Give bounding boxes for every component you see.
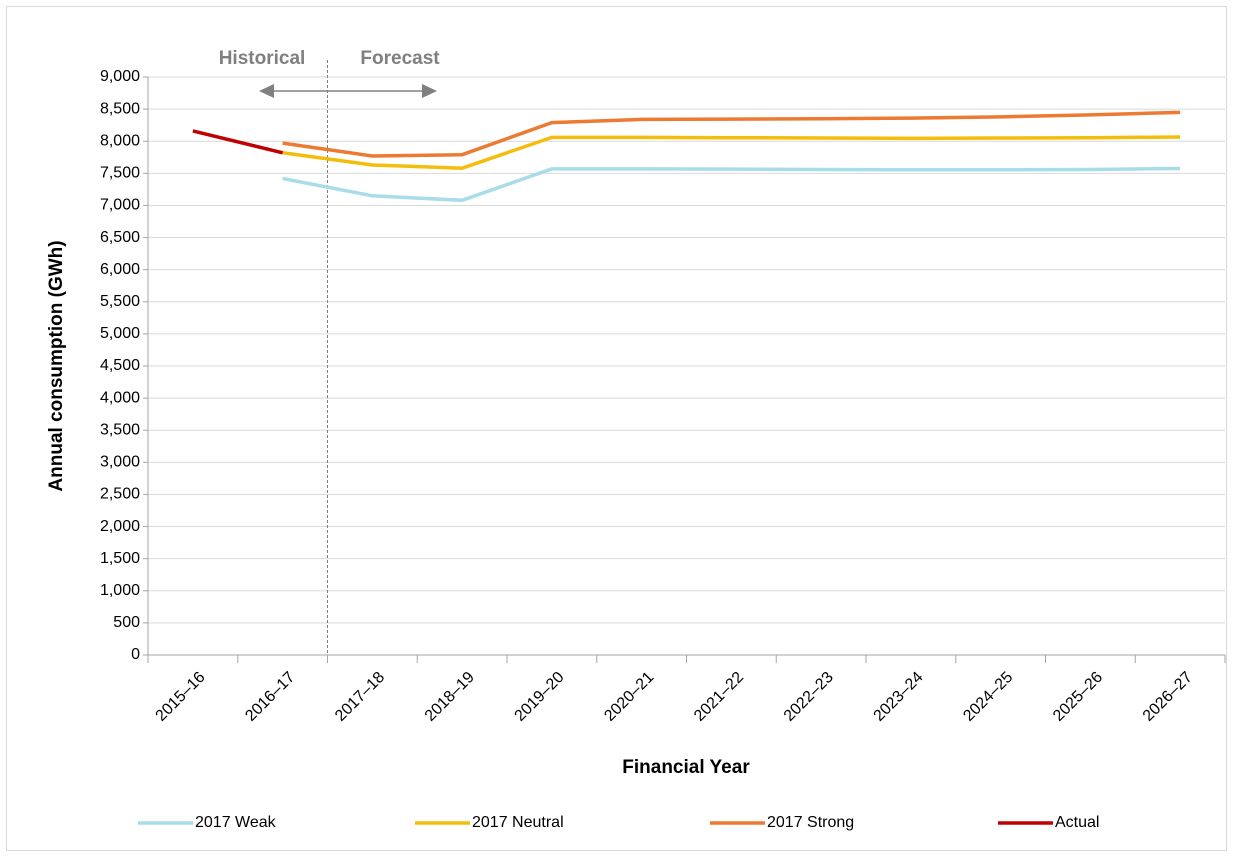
y-tick-label: 1,500 (100, 550, 140, 567)
annotation: Historical (219, 48, 306, 69)
y-tick-label: 4,000 (100, 389, 140, 406)
y-tick-label: 2,500 (100, 486, 140, 503)
legend-label: 2017 Weak (195, 814, 277, 831)
y-axis-title: Annual consumption (GWh) (46, 240, 67, 491)
series-line (282, 166, 1181, 203)
y-tick-label: 500 (113, 614, 140, 631)
series-line (282, 135, 1181, 170)
series-line (192, 129, 284, 155)
y-tick-label: 5,000 (100, 325, 140, 342)
series-line (282, 110, 1181, 158)
y-tick-label: 9,000 (100, 68, 140, 85)
arrow (259, 84, 437, 98)
y-tick-label: 8,000 (100, 132, 140, 149)
y-tick-label: 3,000 (100, 454, 140, 471)
x-axis-title: Financial Year (622, 757, 750, 778)
y-tick-label: 4,500 (100, 357, 140, 374)
y-tick-label: 6,000 (100, 261, 140, 278)
annotation: Forecast (360, 48, 440, 69)
legend-label: Actual (1055, 814, 1099, 831)
y-tick-label: 3,500 (100, 421, 140, 438)
legend-label: 2017 Neutral (472, 814, 564, 831)
chart-border (6, 6, 1227, 851)
y-tick-label: 8,500 (100, 100, 140, 117)
legend-label: 2017 Strong (767, 814, 854, 831)
y-tick-label: 0 (131, 646, 140, 663)
y-tick-label: 6,500 (100, 229, 140, 246)
y-tick-label: 5,500 (100, 293, 140, 310)
y-tick-label: 1,000 (100, 582, 140, 599)
y-tick-label: 7,000 (100, 197, 140, 214)
y-tick-label: 7,500 (100, 165, 140, 182)
y-tick-label: 2,000 (100, 518, 140, 535)
